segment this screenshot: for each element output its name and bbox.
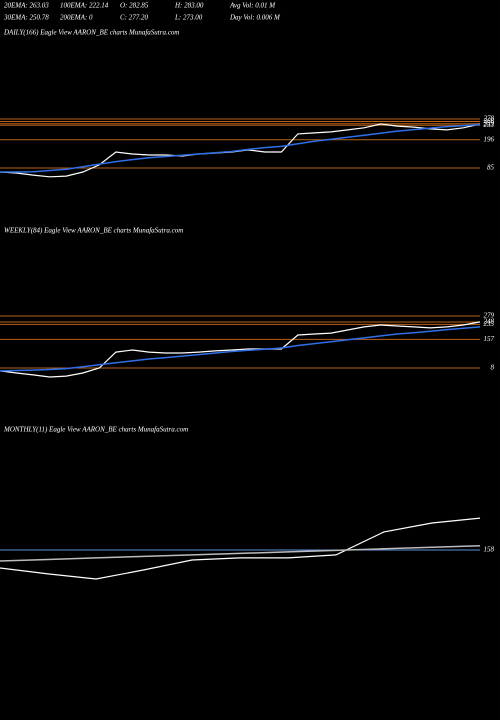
y-tick-label: 235 <box>484 320 495 328</box>
y-tick-label: 259 <box>484 119 495 127</box>
y-tick-label: 253 <box>484 121 495 129</box>
series-line <box>0 517 481 580</box>
y-tick-label: 158 <box>484 546 495 554</box>
panel-title: MONTHLY(11) Eagle View AARON_BE charts M… <box>3 426 188 434</box>
header-field: 200EMA: 0 <box>60 14 93 22</box>
header-field: O: 282.85 <box>120 2 149 10</box>
y-tick-label: 157 <box>484 335 495 343</box>
y-tick-label: 279 <box>484 312 495 320</box>
header-field: Avg Vol: 0.01 M <box>229 2 276 10</box>
panel-title: DAILY(166) Eagle View AARON_BE charts Mu… <box>3 29 179 37</box>
header-field: 20EMA: 263.03 <box>4 2 49 10</box>
y-tick-label: 85 <box>487 164 495 172</box>
series-line <box>0 545 481 562</box>
header-field: C: 277.20 <box>120 14 149 22</box>
y-tick-label: 196 <box>484 135 495 143</box>
y-tick-label: 278 <box>484 115 495 123</box>
y-tick-label: 268 <box>484 117 495 125</box>
panel-title: WEEKLY(84) Eagle View AARON_BE charts Mu… <box>4 227 183 235</box>
header-field: 100EMA: 222.14 <box>60 2 109 10</box>
series-line <box>0 321 481 378</box>
series-line <box>0 326 481 372</box>
series-line <box>0 123 481 173</box>
header-field: H: 283.00 <box>174 2 204 10</box>
header-field: 30EMA: 250.78 <box>3 14 49 22</box>
y-tick-label: 8 <box>491 364 495 372</box>
header-field: Day Vol: 0.006 M <box>229 14 281 22</box>
y-tick-label: 248 <box>484 318 495 326</box>
header-field: L: 273.00 <box>174 14 203 22</box>
